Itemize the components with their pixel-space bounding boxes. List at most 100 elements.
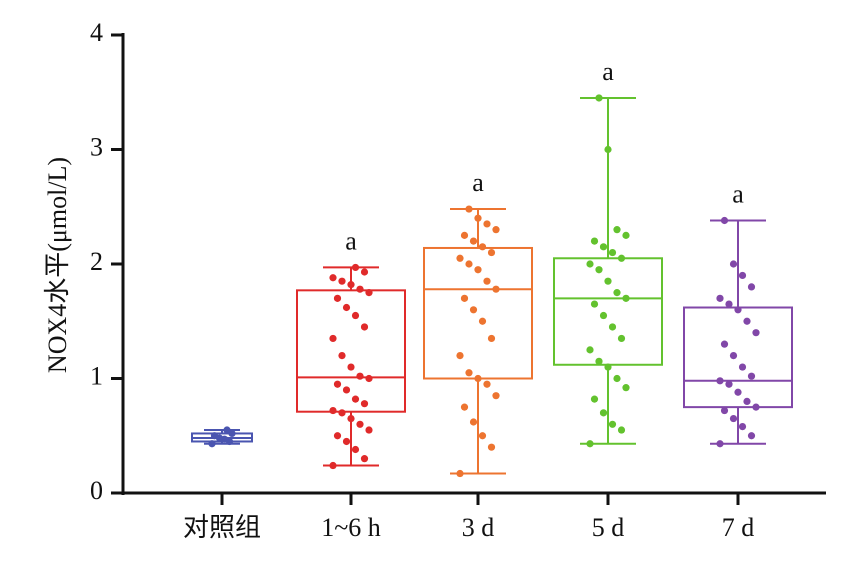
data-point [487,443,496,451]
data-point [351,263,360,272]
data-point [729,414,738,423]
data-point [595,357,603,365]
data-point [342,386,351,394]
data-point [347,363,355,371]
y-tick-label: 0 [90,476,103,505]
data-point [210,432,219,440]
data-point [365,289,373,297]
data-point [747,372,756,380]
data-point [492,285,500,293]
data-point [586,260,594,268]
y-axis-label: NOX4水平(μmol/L) [43,157,72,373]
data-point [613,374,621,383]
data-point [604,277,612,285]
data-point [360,323,369,331]
data-point [738,271,747,280]
annotation: a [345,226,357,255]
data-point [599,243,608,251]
data-point [752,329,760,337]
data-point [492,392,500,400]
data-point [329,406,337,415]
data-point [460,294,469,302]
data-point [483,380,491,388]
data-point [725,380,733,388]
data-point [356,285,364,293]
data-point [474,374,482,383]
box [553,257,663,366]
data-point [478,432,487,440]
data-point [223,426,231,434]
annotation: a [602,57,614,86]
data-point [342,437,351,446]
data-point [360,268,369,276]
data-point [465,205,473,213]
x-tick-label: 7 d [722,513,755,542]
data-point [456,469,464,478]
data-point [743,397,751,405]
annotation: a [732,179,744,208]
data-point [720,340,729,348]
data-point [465,260,473,268]
data-point [738,363,747,371]
data-point [622,384,630,392]
y-tick-label: 3 [90,132,103,161]
data-point [492,226,500,234]
data-point [478,243,487,251]
data-point [716,294,724,302]
data-point [478,317,487,325]
data-point [734,306,742,314]
data-point [356,420,364,428]
data-point [338,277,346,285]
data-point [338,352,346,360]
x-tick-label: 1~6 h [321,513,381,542]
data-point [360,400,369,408]
data-point [613,226,621,234]
data-point [599,409,608,417]
data-point [599,311,608,320]
y-tick-label: 4 [90,18,103,47]
data-point [734,388,742,396]
data-point [347,414,355,423]
data-point [365,426,373,434]
data-point [360,455,369,463]
data-point [729,260,738,268]
data-point [347,281,355,289]
data-point [460,231,469,239]
data-point [725,300,733,308]
data-point [743,317,751,325]
data-point [469,306,478,314]
data-point [351,395,360,403]
data-point [595,94,603,102]
data-point [351,445,360,454]
data-point [604,145,612,154]
data-point [747,432,756,440]
data-point [586,440,594,448]
data-point [604,363,612,371]
data-point [329,461,337,470]
data-point [487,334,496,343]
data-point [365,374,373,383]
data-point [613,289,621,297]
data-point [595,266,603,274]
annotation: a [472,168,484,197]
y-tick-label: 2 [90,247,103,276]
y-tick-label: 1 [90,361,103,390]
data-point [716,440,724,448]
data-point [617,254,626,262]
data-point [342,303,351,312]
data-point [456,254,464,262]
data-point [474,214,482,222]
data-point [356,372,364,380]
data-point [465,369,473,377]
data-point [720,216,729,225]
data-point [590,237,599,245]
data-point [329,274,337,282]
data-point [329,334,337,343]
data-point [338,409,346,417]
data-point [483,277,491,285]
box [296,289,406,413]
data-point [622,231,630,239]
data-point [456,352,464,360]
data-point [469,418,478,426]
